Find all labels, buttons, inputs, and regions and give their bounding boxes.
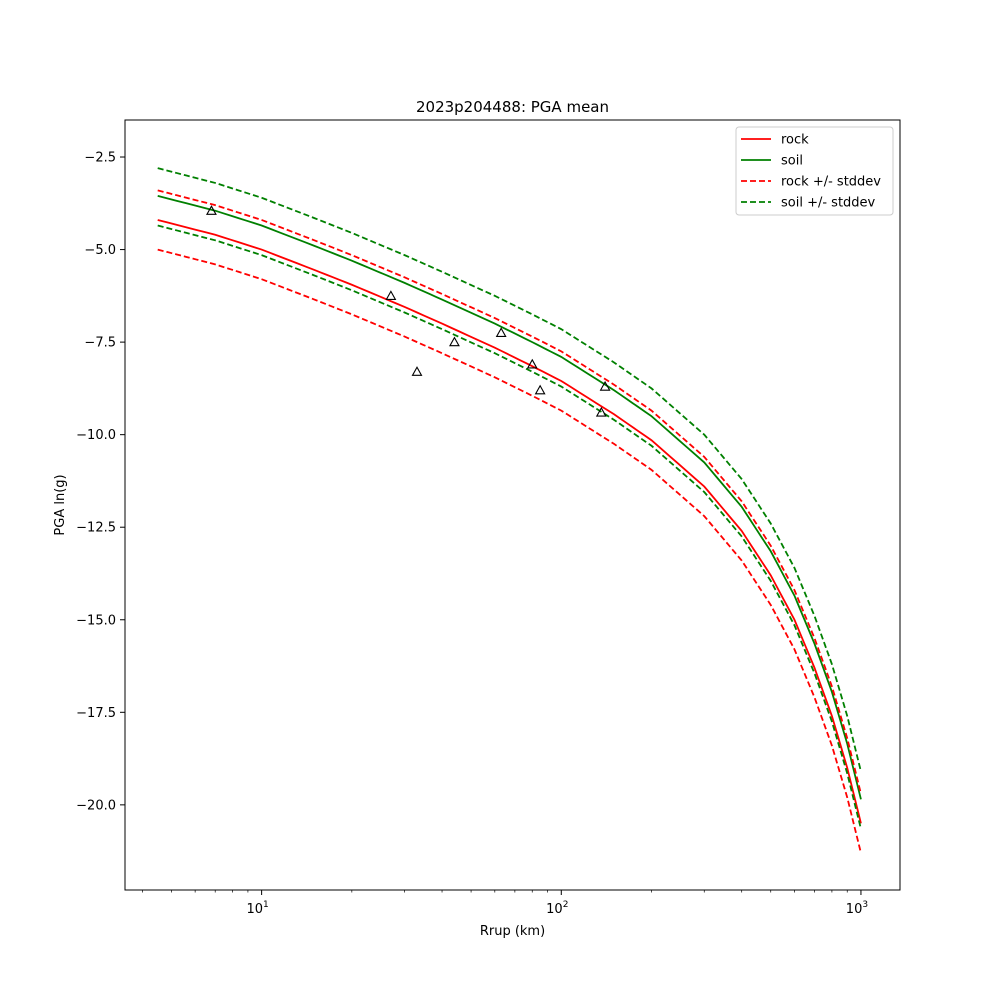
x-tick-label: 102	[546, 900, 568, 917]
series-line-5	[157, 224, 862, 830]
x-tick-label: 101	[246, 900, 268, 917]
observations-group	[205, 205, 611, 417]
observation-marker	[385, 290, 397, 300]
y-axis-label: PGA ln(g)	[53, 474, 68, 535]
y-tick-label: −20.0	[76, 798, 116, 813]
legend-label: soil +/- stddev	[781, 196, 876, 211]
series-line-2	[157, 189, 862, 794]
observation-marker	[534, 384, 546, 395]
series-group	[157, 167, 862, 854]
plot-frame	[124, 119, 901, 891]
y-tick-label: −7.5	[84, 336, 116, 351]
observation-marker	[205, 205, 217, 215]
observation-marker	[449, 336, 460, 347]
x-tick-label: 103	[846, 900, 868, 917]
y-tick-label: −2.5	[84, 151, 116, 166]
series-line-3	[157, 248, 862, 854]
y-tick-label: −10.0	[76, 428, 116, 443]
observation-marker	[595, 406, 607, 417]
x-axis: 101 102 103	[142, 890, 868, 917]
legend-label: soil	[781, 154, 803, 169]
legend-label: rock	[781, 133, 809, 148]
legend: rock soil rock +/- stddev soil +/- stddev	[735, 126, 894, 216]
series-line-4	[157, 167, 862, 772]
y-tick-label: −15.0	[76, 613, 116, 628]
observation-marker	[495, 327, 507, 338]
x-axis-label: Rrup (km)	[480, 924, 545, 939]
observation-marker	[599, 380, 611, 391]
series-line-0	[157, 219, 862, 824]
series-line-1	[157, 195, 862, 800]
y-axis: −2.5 −5.0 −7.5 −10.0 −12.5 −15.0 −17.5 −20.0	[76, 151, 125, 813]
legend-label: rock +/- stddev	[781, 175, 881, 190]
y-tick-label: −5.0	[84, 243, 116, 258]
observation-marker	[411, 366, 423, 376]
chart-title: 2023p204488: PGA mean	[416, 98, 609, 116]
legend-box	[735, 126, 894, 216]
y-tick-label: −17.5	[76, 706, 116, 721]
observation-marker	[526, 358, 538, 369]
y-tick-label: −12.5	[76, 521, 116, 536]
